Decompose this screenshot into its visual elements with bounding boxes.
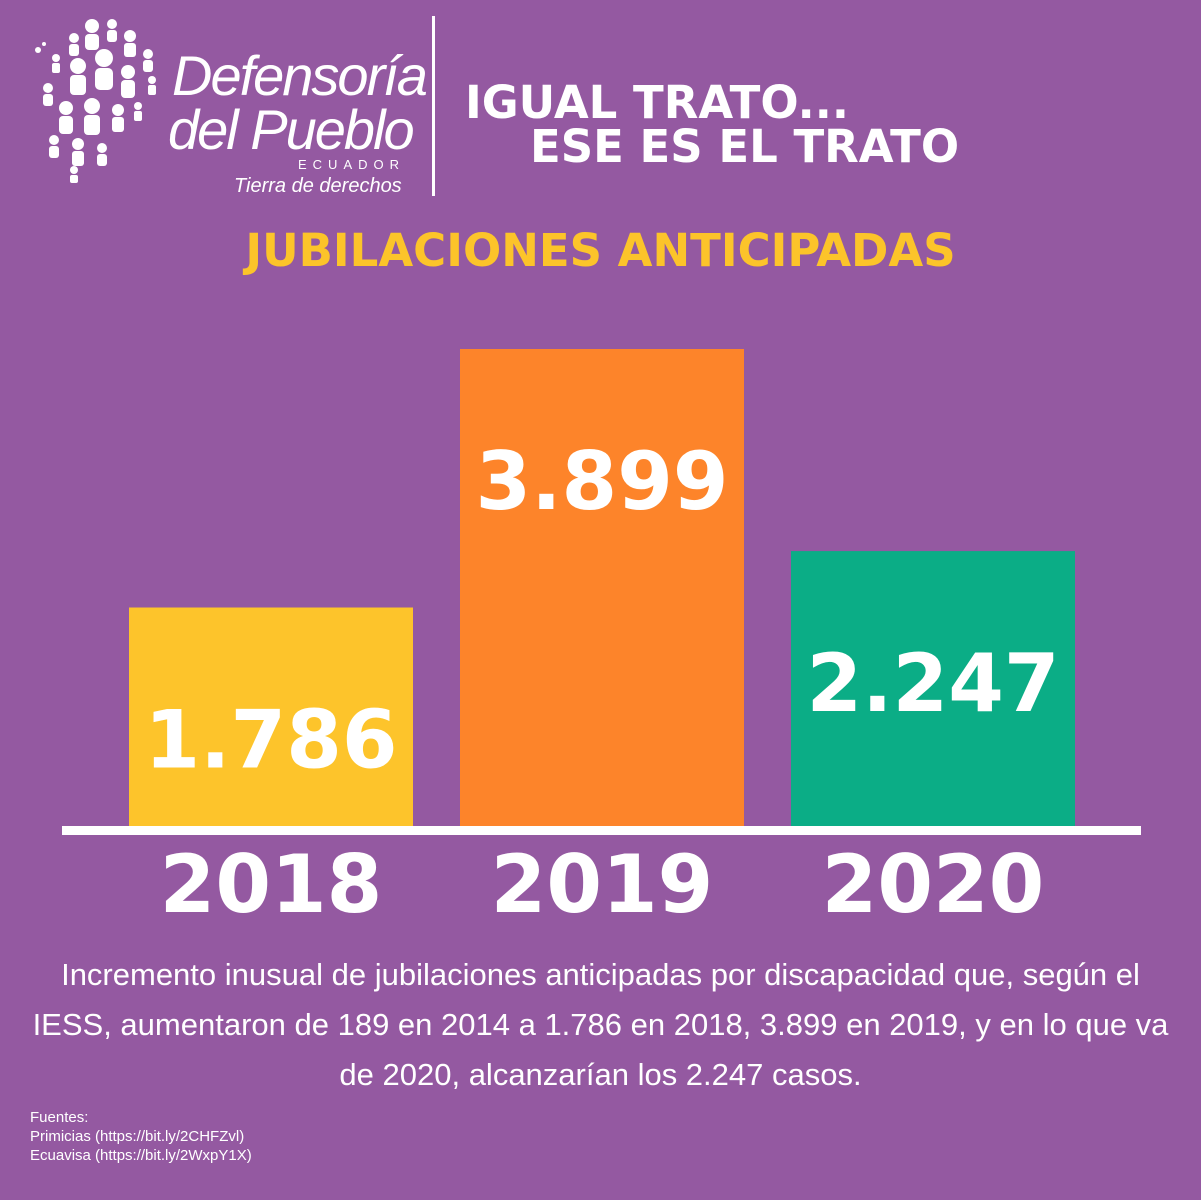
chart-title: JUBILACIONES ANTICIPADAS [245,224,956,277]
sources-heading: Fuentes: [30,1109,89,1126]
bar-value-label-2019: 3.899 [475,435,728,528]
bar-value-label-2020: 2.247 [806,637,1059,730]
source-item-ecuavisa: Ecuavisa (https://bit.ly/2WxpY1X) [30,1147,252,1164]
sources-block: Fuentes: Primicias (https://bit.ly/2CHFZ… [30,1108,252,1165]
brand-tagline: Tierra de derechos [234,175,402,197]
bar-2019 [460,349,744,826]
source-item-primicias: Primicias (https://bit.ly/2CHFZvl) [30,1128,245,1145]
bar-chart: 1.786 2018 3.899 2019 2.247 2020 [62,349,1141,931]
brand-name-line1: Defensoría [172,44,428,107]
x-axis-baseline [62,826,1141,835]
slogan-line1: IGUAL TRATO... [465,76,849,129]
header-divider [432,16,435,196]
category-label-2020: 2020 [822,838,1045,931]
bar-2020 [791,551,1075,826]
brand-name-line2: del Pueblo [168,98,415,161]
description-text: Incremento inusual de jubilaciones antic… [32,957,1169,1092]
brand-country: ECUADOR [298,157,406,172]
defensoria-logo-icon [35,19,156,183]
category-label-2019: 2019 [491,838,714,931]
category-label-2018: 2018 [160,838,383,931]
bar-2018 [129,607,413,826]
slogan-line2: ESE ES EL TRATO [530,120,960,173]
bar-value-label-2018: 1.786 [144,694,397,787]
